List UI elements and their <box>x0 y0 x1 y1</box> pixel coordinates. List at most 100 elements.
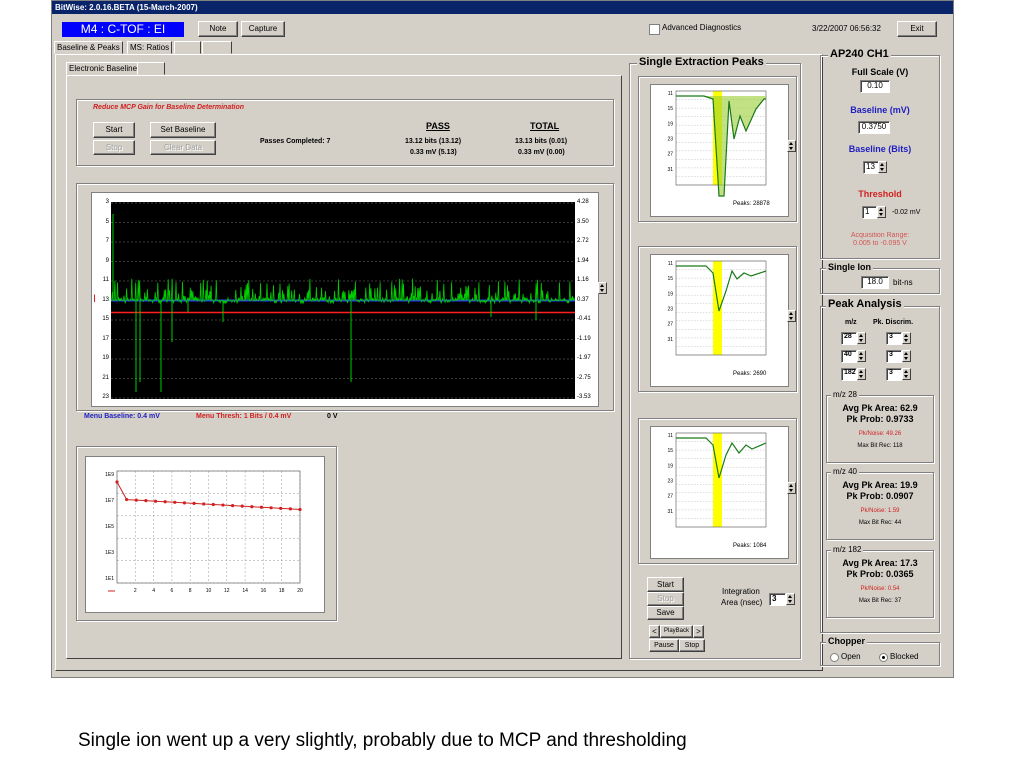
chopper-open-radio[interactable] <box>830 653 839 662</box>
playback-pause-button[interactable]: Pause <box>649 639 679 652</box>
discrim-field[interactable]: 3 <box>886 332 902 345</box>
integration-label-1: Integration <box>722 587 760 596</box>
advanced-diagnostics-checkbox[interactable] <box>649 24 660 35</box>
trace-left-tick: 15 <box>102 316 109 322</box>
peak-noise-ratio: Pk/Noise: 1.59 <box>860 508 900 514</box>
peak-count: Peaks: 1084 <box>733 543 767 549</box>
clear-data-button[interactable]: Clear Data <box>150 140 216 155</box>
trace-right-tick: -3.53 <box>577 394 591 400</box>
discrim-spinner[interactable] <box>902 350 911 362</box>
peak-trace <box>676 95 766 197</box>
discrim-spinner[interactable] <box>902 332 911 344</box>
mz-field[interactable]: 40 <box>841 350 857 363</box>
app-window: BitWise: 2.0.16.BETA (15-March-2007) M4 … <box>51 0 954 678</box>
baseline-stop-button[interactable]: Stop <box>93 140 135 155</box>
mz-field[interactable]: 28 <box>841 332 857 345</box>
tab-empty-1[interactable] <box>174 41 201 54</box>
chopper-blocked-radio[interactable] <box>879 653 888 662</box>
trace-left-tick: 5 <box>105 218 109 225</box>
menu-thresh-label: Menu Thresh: 1 Bits / 0.4 mV <box>196 413 292 420</box>
tab-empty-2[interactable] <box>202 41 232 54</box>
convergence-point <box>240 504 244 508</box>
convergence-point <box>192 501 196 505</box>
tab-empty-3[interactable] <box>137 62 165 75</box>
peak-y-tick: 23 <box>667 306 673 312</box>
trace-scroll-spinner[interactable] <box>598 282 607 294</box>
note-button[interactable]: Note <box>198 21 238 37</box>
avg-peak-area: Avg Pk Area: 17.3 <box>842 558 918 568</box>
exit-button[interactable]: Exit <box>897 21 937 37</box>
peak-y-tick: 31 <box>667 167 673 173</box>
baseline-bits-spinner[interactable] <box>878 161 887 173</box>
mz-field[interactable]: 182 <box>841 368 857 381</box>
peak-panel-spinner[interactable] <box>787 140 796 152</box>
mz-spinner[interactable] <box>857 350 866 362</box>
peaks-save-button[interactable]: Save <box>647 606 684 620</box>
full-scale-field[interactable]: 0.10 <box>860 80 890 93</box>
trace-right-tick: 4.28 <box>577 199 589 205</box>
convergence-x-tick: 20 <box>297 588 303 594</box>
discrim-field[interactable]: 3 <box>886 368 902 381</box>
integration-area-spinner[interactable] <box>786 593 795 605</box>
advanced-diagnostics-label: Advanced Diagnostics <box>662 23 742 32</box>
peaks-start-button[interactable]: Start <box>647 577 684 592</box>
capture-button[interactable]: Capture <box>241 21 285 37</box>
baseline-mv-label: Baseline (mV) <box>850 105 910 115</box>
convergence-point <box>125 497 129 502</box>
trace-right-tick: 0.37 <box>577 296 589 303</box>
single-ion-field[interactable]: 18.0 <box>861 276 889 289</box>
chopper-group <box>820 642 940 666</box>
baseline-bits-field[interactable]: 13 <box>863 161 879 174</box>
peak-y-tick: 11 <box>668 261 673 267</box>
threshold-spinner[interactable] <box>877 206 886 218</box>
convergence-point <box>259 505 264 509</box>
peak-fill <box>676 96 766 196</box>
playback-stop-button[interactable]: Stop <box>679 639 705 652</box>
convergence-y-tick: 1E7 <box>105 498 114 504</box>
convergence-y-tick: 1E1 <box>105 576 114 582</box>
convergence-point <box>211 502 215 507</box>
convergence-x-tick: 8 <box>189 588 192 594</box>
convergence-point <box>182 501 187 505</box>
mz-header: m/z <box>845 319 857 326</box>
tab-electronic-baseline[interactable]: Electronic Baseline <box>66 62 141 75</box>
peak-plot-border <box>675 260 767 356</box>
trace-right-tick: 1.16 <box>577 277 589 283</box>
mz-group-frame <box>826 472 934 540</box>
convergence-point <box>173 500 177 504</box>
convergence-point <box>230 504 235 508</box>
set-baseline-button[interactable]: Set Baseline <box>150 122 216 138</box>
peaks-stop-button[interactable]: Stop <box>647 592 684 606</box>
baseline-mv-field[interactable]: 0.3750 <box>858 121 890 134</box>
tab-ms-ratios[interactable]: MS: Ratios <box>127 41 173 54</box>
mz-spinner[interactable] <box>857 332 866 344</box>
peak-panel-spinner[interactable] <box>787 310 796 322</box>
integration-area-field[interactable]: 3 <box>769 593 786 606</box>
playback-prev-button[interactable]: < <box>649 625 660 638</box>
mz-group-frame <box>826 550 934 618</box>
acquisition-range-value: 0.005 to -0.095 V <box>853 240 907 247</box>
convergence-x-tick: 10 <box>206 588 212 594</box>
trace-plot-frame <box>76 183 614 411</box>
baseline-start-button[interactable]: Start <box>93 122 135 138</box>
mz-group-title: m/z 182 <box>831 545 864 554</box>
tab-baseline-peaks[interactable]: Baseline & Peaks <box>54 41 123 54</box>
single-ion-group <box>820 268 940 294</box>
peak-count: Peaks: 28878 <box>733 201 770 207</box>
peak-y-tick: 19 <box>667 121 673 127</box>
playback-button[interactable]: PlayBack <box>660 625 693 638</box>
max-bit-record: Max Bit Rec: 37 <box>858 598 902 604</box>
threshold-field[interactable]: 1 <box>862 206 877 219</box>
baseline-bits-label: Baseline (Bits) <box>848 144 912 154</box>
max-bit-record: Max Bit Rec: 118 <box>857 443 903 449</box>
mz-spinner[interactable] <box>857 368 866 380</box>
discrim-spinner[interactable] <box>902 368 911 380</box>
peak-plot-border <box>675 432 767 528</box>
total-header: TOTAL <box>530 121 560 131</box>
peak-panel-spinner[interactable] <box>787 482 796 494</box>
convergence-y-tick: 1E3 <box>105 550 114 556</box>
playback-next-button[interactable]: > <box>693 625 704 638</box>
trace-left-tick: 9 <box>105 257 109 264</box>
peak-y-tick: 15 <box>667 106 673 112</box>
discrim-field[interactable]: 3 <box>886 350 902 363</box>
